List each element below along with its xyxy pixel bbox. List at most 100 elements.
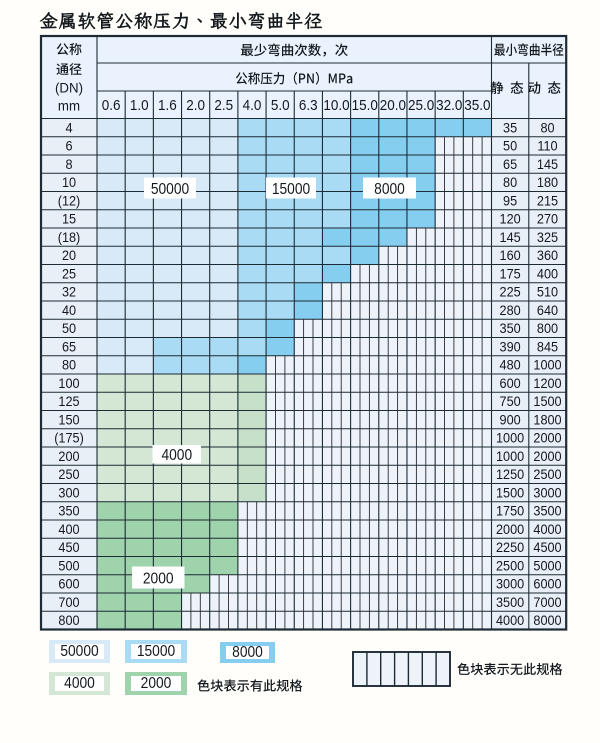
svg-text:2500: 2500 bbox=[496, 558, 524, 574]
svg-text:15: 15 bbox=[62, 211, 76, 227]
svg-text:500: 500 bbox=[58, 558, 79, 574]
svg-text:250: 250 bbox=[58, 467, 79, 483]
svg-text:80: 80 bbox=[503, 175, 517, 191]
svg-text:80: 80 bbox=[540, 120, 554, 136]
svg-text:180: 180 bbox=[537, 175, 558, 191]
svg-text:400: 400 bbox=[537, 266, 558, 282]
svg-text:20: 20 bbox=[62, 248, 76, 264]
svg-text:110: 110 bbox=[537, 138, 557, 154]
svg-text:2000: 2000 bbox=[533, 448, 561, 464]
svg-text:800: 800 bbox=[537, 321, 558, 337]
svg-text:6: 6 bbox=[65, 138, 72, 154]
svg-text:15000: 15000 bbox=[272, 181, 310, 198]
svg-text:510: 510 bbox=[537, 284, 558, 300]
svg-text:1.6: 1.6 bbox=[158, 97, 177, 114]
svg-text:2250: 2250 bbox=[496, 540, 524, 556]
svg-text:2500: 2500 bbox=[533, 467, 561, 483]
svg-text:125: 125 bbox=[58, 394, 79, 410]
svg-text:4000: 4000 bbox=[533, 521, 561, 537]
svg-text:120: 120 bbox=[500, 211, 521, 227]
svg-text:2.5: 2.5 bbox=[214, 97, 233, 114]
svg-text:(12): (12) bbox=[58, 193, 81, 209]
svg-text:360: 360 bbox=[537, 248, 558, 264]
svg-text:4: 4 bbox=[65, 120, 72, 136]
svg-text:(DN): (DN) bbox=[55, 80, 83, 95]
svg-text:(175): (175) bbox=[54, 430, 84, 446]
svg-text:1.0: 1.0 bbox=[130, 97, 149, 114]
svg-text:8: 8 bbox=[65, 156, 72, 172]
svg-text:270: 270 bbox=[537, 211, 558, 227]
svg-text:100: 100 bbox=[58, 375, 79, 391]
svg-text:450: 450 bbox=[58, 540, 79, 556]
svg-text:50000: 50000 bbox=[151, 181, 189, 198]
svg-text:65: 65 bbox=[62, 339, 76, 355]
svg-text:4500: 4500 bbox=[533, 540, 561, 556]
svg-text:750: 750 bbox=[500, 394, 521, 410]
svg-text:200: 200 bbox=[58, 448, 79, 464]
svg-text:1000: 1000 bbox=[533, 357, 561, 373]
svg-text:95: 95 bbox=[503, 193, 517, 209]
svg-text:40: 40 bbox=[62, 302, 76, 318]
svg-text:(18): (18) bbox=[58, 229, 81, 245]
svg-text:215: 215 bbox=[537, 193, 558, 209]
svg-text:1000: 1000 bbox=[496, 430, 524, 446]
svg-text:280: 280 bbox=[500, 302, 521, 318]
svg-text:3000: 3000 bbox=[533, 485, 561, 501]
svg-text:160: 160 bbox=[500, 248, 521, 264]
svg-text:7000: 7000 bbox=[533, 594, 561, 610]
svg-text:1250: 1250 bbox=[496, 467, 524, 483]
svg-text:10.0: 10.0 bbox=[323, 97, 349, 114]
svg-text:6.3: 6.3 bbox=[299, 97, 318, 114]
svg-text:325: 325 bbox=[537, 229, 558, 245]
svg-text:145: 145 bbox=[500, 229, 521, 245]
svg-text:640: 640 bbox=[537, 302, 558, 318]
svg-text:4000: 4000 bbox=[64, 675, 95, 692]
svg-text:0.6: 0.6 bbox=[102, 97, 121, 114]
svg-text:8000: 8000 bbox=[232, 644, 263, 661]
svg-text:1200: 1200 bbox=[533, 375, 561, 391]
svg-text:4000: 4000 bbox=[161, 448, 192, 465]
svg-text:1000: 1000 bbox=[496, 448, 524, 464]
svg-text:175: 175 bbox=[500, 266, 521, 282]
svg-text:3500: 3500 bbox=[533, 503, 561, 519]
svg-text:5.0: 5.0 bbox=[271, 97, 290, 114]
svg-text:20.0: 20.0 bbox=[380, 97, 406, 114]
svg-text:6000: 6000 bbox=[533, 576, 561, 592]
svg-text:1500: 1500 bbox=[533, 394, 561, 410]
svg-text:390: 390 bbox=[500, 339, 521, 355]
svg-text:50000: 50000 bbox=[60, 643, 98, 660]
svg-text:1500: 1500 bbox=[496, 485, 524, 501]
svg-text:2000: 2000 bbox=[141, 675, 172, 692]
svg-text:1750: 1750 bbox=[496, 503, 524, 519]
svg-text:150: 150 bbox=[58, 412, 79, 428]
svg-text:8000: 8000 bbox=[374, 181, 405, 198]
svg-text:2000: 2000 bbox=[496, 521, 524, 537]
svg-text:15.0: 15.0 bbox=[352, 97, 378, 114]
svg-text:10: 10 bbox=[62, 175, 76, 191]
svg-text:35.0: 35.0 bbox=[464, 97, 490, 114]
svg-text:50: 50 bbox=[503, 138, 517, 154]
svg-text:35: 35 bbox=[503, 120, 517, 136]
svg-text:2000: 2000 bbox=[143, 571, 174, 588]
svg-text:1800: 1800 bbox=[533, 412, 561, 428]
svg-text:600: 600 bbox=[500, 375, 521, 391]
svg-text:15000: 15000 bbox=[137, 643, 175, 660]
svg-text:845: 845 bbox=[537, 339, 558, 355]
svg-text:5000: 5000 bbox=[533, 558, 561, 574]
svg-text:32: 32 bbox=[62, 284, 76, 300]
svg-text:25.0: 25.0 bbox=[408, 97, 434, 114]
svg-text:600: 600 bbox=[58, 576, 79, 592]
svg-text:225: 225 bbox=[500, 284, 521, 300]
svg-text:480: 480 bbox=[500, 357, 521, 373]
svg-text:2000: 2000 bbox=[533, 430, 561, 446]
svg-text:700: 700 bbox=[58, 594, 79, 610]
svg-text:25: 25 bbox=[62, 266, 76, 282]
svg-text:145: 145 bbox=[537, 156, 558, 172]
svg-text:350: 350 bbox=[58, 503, 79, 519]
svg-text:80: 80 bbox=[62, 357, 76, 373]
svg-text:3500: 3500 bbox=[496, 594, 524, 610]
svg-text:900: 900 bbox=[500, 412, 521, 428]
svg-text:65: 65 bbox=[503, 156, 517, 172]
svg-text:800: 800 bbox=[58, 613, 79, 629]
svg-text:350: 350 bbox=[500, 321, 521, 337]
